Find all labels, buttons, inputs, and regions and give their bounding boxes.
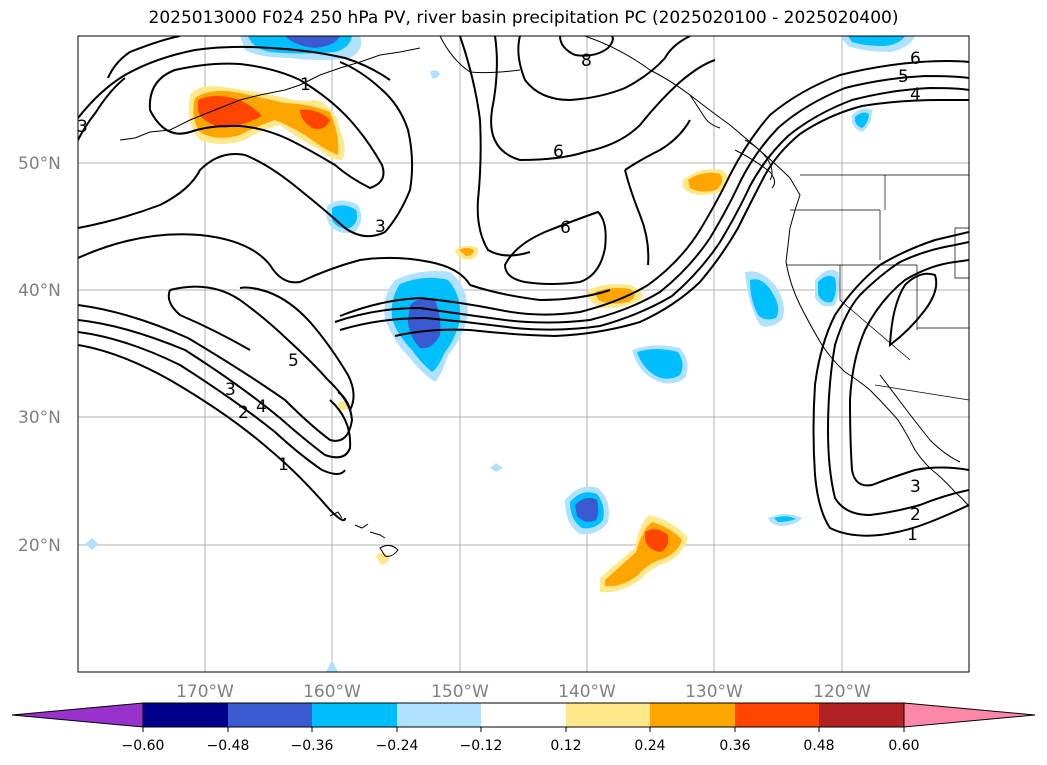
lon-label-120w: 120°W: [813, 682, 871, 702]
colorbar-swatch: [312, 703, 397, 727]
contour-label-1: 1: [907, 525, 918, 545]
latitude-labels: 50°N 40°N 30°N 20°N: [18, 154, 61, 556]
colorbar-swatch: [228, 703, 312, 727]
lon-label-130w: 130°W: [685, 682, 743, 702]
contour-label-3: 3: [225, 380, 236, 400]
colorbar-tick-label: −0.24: [376, 738, 419, 754]
lat-label-50n: 50°N: [18, 154, 61, 174]
contour-label-6: 6: [553, 142, 564, 162]
contour-label-6: 6: [910, 49, 921, 69]
lon-label-150w: 150°W: [431, 682, 489, 702]
contour-label-6: 6: [560, 218, 571, 238]
lon-label-160w: 160°W: [303, 682, 361, 702]
longitude-labels: 170°W 160°W 150°W 140°W 130°W 120°W: [176, 682, 871, 702]
colorbar-tick-label: 0.36: [719, 738, 750, 754]
contour-labels: 3 3 1 8 6 6 6 5 4 5 3 4 2 1 3 2 1: [77, 49, 921, 545]
contour-label-3: 3: [375, 217, 386, 237]
lat-label-20n: 20°N: [18, 536, 61, 556]
contour-label-1: 1: [300, 75, 311, 95]
colorbar-swatch: [481, 703, 566, 727]
contour-label-3: 3: [910, 477, 921, 497]
contour-label-4: 4: [256, 397, 267, 417]
colorbar-tick-label: −0.60: [122, 738, 165, 754]
contour-label-4: 4: [910, 85, 921, 105]
colorbar-swatch: [819, 703, 904, 727]
colorbar-swatch: [735, 703, 819, 727]
lat-label-30n: 30°N: [18, 408, 61, 428]
colorbar-tick-label: −0.36: [291, 738, 334, 754]
colorbar-swatch: [650, 703, 735, 727]
contour-label-8: 8: [581, 51, 592, 71]
contour-label-5: 5: [288, 351, 299, 371]
colorbar-tick-label: 0.60: [888, 738, 919, 754]
contour-label-2: 2: [238, 403, 249, 423]
colorbar-tick-marks: [142, 727, 905, 732]
precipitation-shading: [85, 36, 915, 672]
contour-label-3: 3: [77, 117, 88, 137]
political-borders: [786, 174, 969, 401]
contour-label-2: 2: [910, 505, 921, 525]
colorbar-swatch: [566, 703, 650, 727]
coastlines: [119, 36, 969, 557]
colorbar-swatch: [143, 703, 228, 727]
pv-contours: [78, 36, 969, 537]
colorbar-tick-label: −0.12: [460, 738, 503, 754]
colorbar-swatch: [397, 703, 481, 727]
lon-label-170w: 170°W: [176, 682, 234, 702]
plot-frame: [77, 35, 970, 673]
colorbar-tick-label: 0.48: [803, 738, 834, 754]
colorbar-tick-label: 0.24: [634, 738, 665, 754]
colorbar-extend-right: [903, 702, 1036, 728]
map-title: 2025013000 F024 250 hPa PV, river basin …: [148, 8, 899, 28]
contour-label-5: 5: [898, 67, 909, 87]
lon-label-140w: 140°W: [558, 682, 616, 702]
colorbar: −0.60 −0.48 −0.36 −0.24 −0.12 0.12 0.24 …: [11, 702, 1036, 754]
colorbar-tick-label: 0.12: [550, 738, 581, 754]
contour-label-1: 1: [278, 455, 289, 475]
colorbar-tick-label: −0.48: [207, 738, 250, 754]
lat-label-40n: 40°N: [18, 281, 61, 301]
colorbar-extend-left: [11, 702, 144, 728]
